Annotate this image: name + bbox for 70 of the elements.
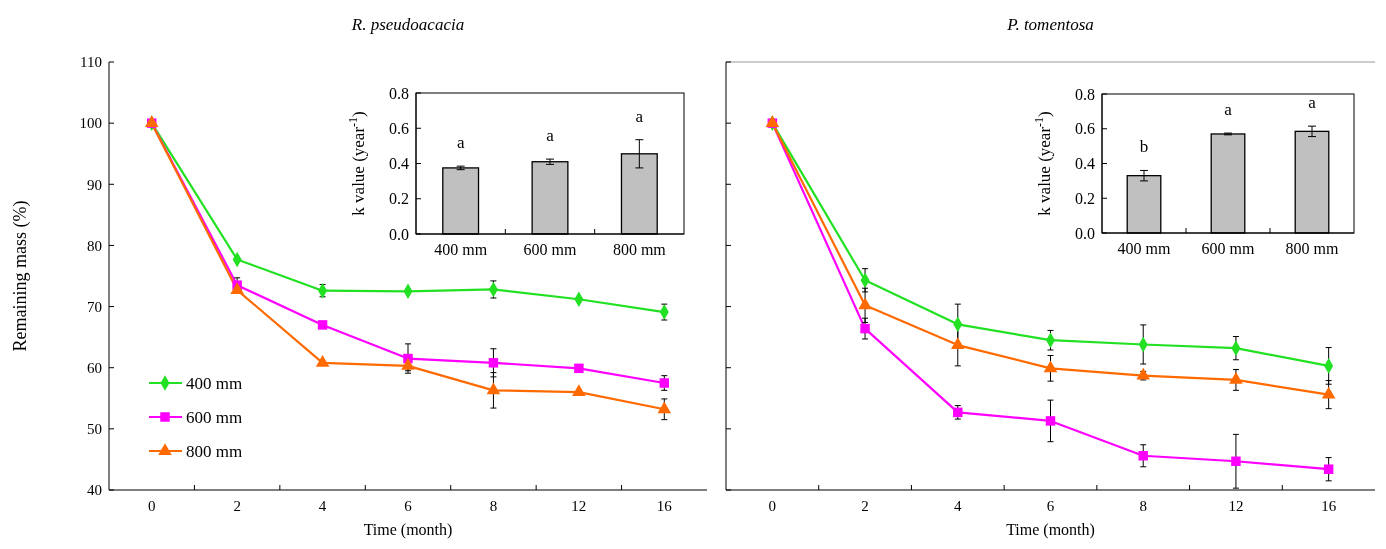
x-tick-label: 4	[318, 498, 327, 514]
y-tick-label: 0.8	[389, 84, 409, 102]
chart-title: P. tomentosa	[1006, 15, 1094, 34]
point	[574, 363, 584, 374]
y-tick-label: 0.8	[1075, 85, 1095, 103]
annotation: a	[456, 133, 465, 153]
point	[1231, 456, 1241, 467]
point	[1323, 464, 1334, 474]
point	[486, 382, 501, 395]
chart-title: R. pseudoacacia	[350, 15, 465, 34]
annotation: b	[1139, 137, 1149, 157]
x-tick-label: 600 mm	[1201, 240, 1255, 257]
point	[572, 384, 586, 397]
point	[858, 297, 872, 310]
point	[950, 337, 965, 350]
y-tick-label: 0.0	[389, 225, 409, 243]
y-tick-label: 60	[87, 359, 102, 376]
legend-label: 400 mm	[186, 373, 243, 393]
x-tick-label: 16	[656, 498, 673, 514]
y-tick-label: 90	[87, 176, 102, 193]
x-tick-label: 2	[233, 498, 241, 514]
y-tick-label: 70	[87, 298, 102, 315]
point	[315, 354, 330, 367]
y-tick-label: 80	[87, 237, 102, 254]
annotation: a	[546, 126, 555, 146]
y-tick-label: 0.6	[389, 119, 409, 137]
y-tick-label: 100	[79, 115, 102, 132]
point	[1043, 360, 1058, 373]
point	[317, 320, 328, 330]
point	[1136, 367, 1151, 380]
point	[488, 358, 499, 368]
y-tick-label: 40	[87, 482, 102, 499]
x-tick-label: 800 mm	[1285, 240, 1339, 257]
x-tick-label: 6	[404, 498, 413, 514]
y-tick-label: 0.2	[1075, 189, 1095, 207]
legend-label: 800 mm	[186, 441, 243, 461]
y-axis-title: Remaining mass (%)	[10, 200, 31, 352]
x-tick-label: 800 mm	[612, 241, 667, 258]
y-tick-label: 50	[87, 421, 102, 438]
point	[1229, 372, 1243, 384]
point	[1045, 416, 1056, 426]
x-axis-title: Time (month)	[1006, 521, 1095, 539]
x-tick-label: 4	[954, 498, 963, 514]
annotation: a	[1308, 93, 1317, 113]
x-tick-label: 400 mm	[1117, 240, 1171, 257]
y-tick-label: 0.2	[389, 190, 409, 208]
annotation: a	[1224, 100, 1233, 120]
x-tick-label: 8	[1139, 498, 1147, 514]
x-axis-title: Time (month)	[363, 521, 453, 539]
x-tick-label: 2	[861, 498, 869, 514]
y-tick-label: 0.4	[1075, 155, 1095, 173]
x-tick-label: 0	[768, 498, 777, 514]
y-tick-label: 0.0	[1075, 224, 1095, 242]
x-tick-label: 16	[1321, 498, 1337, 514]
x-tick-label: 600 mm	[523, 241, 577, 258]
annotation: a	[635, 106, 644, 126]
y-tick-label: 0.6	[1075, 120, 1095, 138]
x-tick-label: 0	[147, 498, 156, 514]
point	[230, 282, 244, 294]
point	[1138, 451, 1148, 461]
x-tick-label: 400 mm	[434, 241, 488, 258]
y-tick-label: 0.4	[389, 155, 409, 173]
point	[657, 401, 672, 414]
x-tick-label: 8	[489, 498, 498, 514]
x-tick-label: 12	[571, 498, 587, 514]
y-tick-label: 110	[80, 54, 102, 71]
legend-label: 600 mm	[186, 407, 243, 427]
point	[1321, 386, 1336, 399]
x-tick-label: 12	[1228, 498, 1244, 514]
x-tick-label: 6	[1046, 498, 1055, 514]
